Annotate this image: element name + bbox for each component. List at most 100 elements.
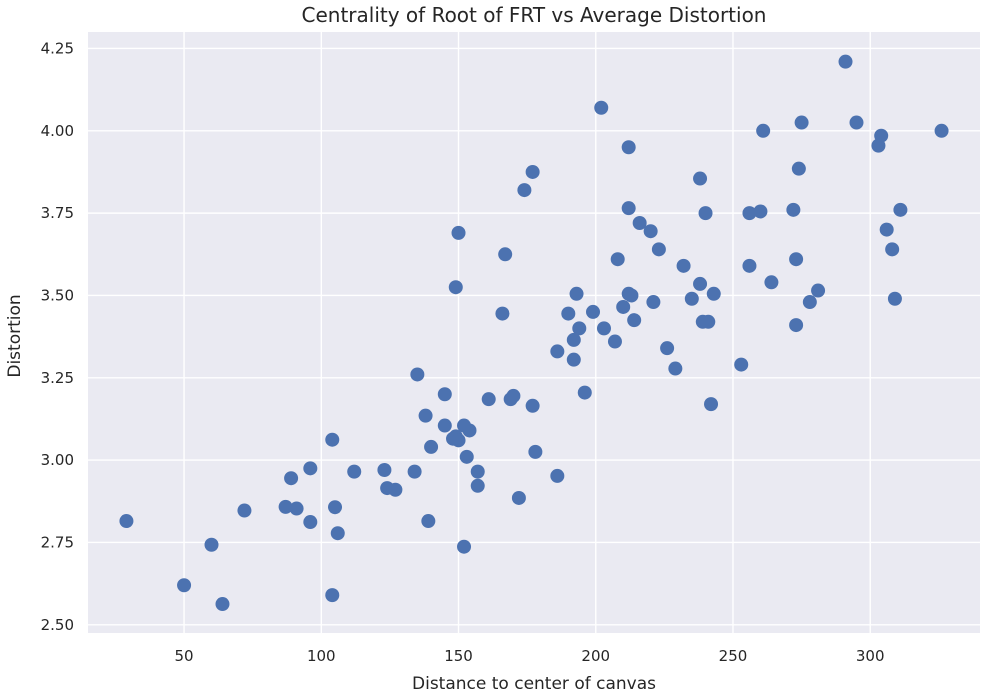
data-point	[470, 464, 485, 479]
x-axis-title: Distance to center of canvas	[412, 674, 656, 694]
data-point	[303, 461, 318, 476]
data-point	[668, 361, 683, 376]
data-point	[572, 321, 587, 336]
data-point	[325, 432, 340, 447]
x-tick-labels: 50 100 150 200 250 300	[175, 647, 885, 665]
data-point	[627, 313, 642, 328]
data-point	[457, 539, 472, 554]
data-point	[437, 387, 452, 402]
y-tick-label: 3.50	[41, 286, 74, 304]
data-point	[177, 578, 192, 593]
y-tick-label: 4.00	[41, 122, 74, 140]
data-point	[684, 291, 699, 306]
data-point	[550, 344, 565, 359]
data-point	[693, 171, 708, 186]
y-tick-label: 3.25	[41, 369, 74, 387]
data-point	[377, 462, 392, 477]
data-point	[786, 202, 801, 217]
data-point	[410, 367, 425, 382]
data-point	[802, 295, 817, 310]
data-point	[303, 515, 318, 530]
data-point	[566, 332, 581, 347]
x-tick-label: 200	[581, 647, 610, 665]
data-point	[528, 444, 543, 459]
plot-background	[88, 32, 980, 633]
data-point	[621, 201, 636, 216]
data-point	[437, 418, 452, 433]
data-point	[421, 514, 436, 529]
data-point	[566, 352, 581, 367]
data-point	[838, 54, 853, 69]
data-point	[481, 392, 496, 407]
data-point	[498, 247, 513, 262]
data-point	[742, 258, 757, 273]
data-point	[325, 588, 340, 603]
data-point	[517, 183, 532, 198]
data-point	[407, 464, 422, 479]
data-point	[874, 128, 889, 143]
data-point	[448, 280, 463, 295]
data-point	[511, 490, 526, 505]
data-point	[934, 123, 949, 138]
data-point	[284, 471, 299, 486]
y-tick-label: 4.25	[41, 39, 74, 57]
data-point	[506, 388, 521, 403]
data-point	[811, 283, 826, 298]
data-point	[624, 288, 639, 303]
data-point	[418, 408, 433, 423]
chart-title: Centrality of Root of FRT vs Average Dis…	[302, 3, 767, 27]
data-point	[646, 295, 661, 310]
data-point	[594, 100, 609, 115]
data-point	[388, 482, 403, 497]
data-point	[237, 503, 252, 518]
grid-lines	[88, 32, 980, 633]
data-point	[753, 204, 768, 219]
data-point	[289, 501, 304, 516]
y-tick-label: 3.75	[41, 204, 74, 222]
data-point	[621, 140, 636, 155]
data-point	[278, 499, 293, 514]
data-point	[879, 222, 894, 237]
y-tick-label: 3.00	[41, 451, 74, 469]
data-point	[577, 385, 592, 400]
data-point	[698, 206, 713, 221]
data-point	[424, 439, 439, 454]
data-point	[561, 306, 576, 321]
data-point	[525, 164, 540, 179]
data-point	[347, 464, 362, 479]
data-point	[451, 225, 466, 240]
data-point	[586, 304, 601, 319]
data-point	[693, 276, 708, 291]
y-axis-title: Distortion	[5, 294, 25, 377]
data-point	[651, 242, 666, 257]
data-point	[616, 299, 631, 314]
x-tick-label: 50	[175, 647, 194, 665]
data-point	[794, 115, 809, 130]
data-point	[596, 321, 611, 336]
data-point	[742, 206, 757, 221]
data-point	[893, 202, 908, 217]
data-point	[756, 123, 771, 138]
data-point	[704, 397, 719, 412]
data-points	[119, 54, 949, 612]
data-point	[789, 318, 804, 333]
data-point	[328, 500, 343, 515]
x-tick-label: 150	[444, 647, 473, 665]
data-point	[885, 242, 900, 257]
data-point	[495, 306, 510, 321]
data-point	[459, 449, 474, 464]
data-point	[215, 597, 230, 612]
data-point	[660, 341, 675, 356]
data-point	[330, 526, 345, 541]
data-point	[462, 423, 477, 438]
x-tick-label: 300	[856, 647, 885, 665]
data-point	[887, 291, 902, 306]
data-point	[607, 334, 622, 349]
data-point	[676, 258, 691, 273]
data-point	[470, 478, 485, 493]
y-tick-label: 2.75	[41, 533, 74, 551]
data-point	[610, 252, 625, 267]
data-point	[632, 216, 647, 231]
data-point	[706, 286, 721, 301]
